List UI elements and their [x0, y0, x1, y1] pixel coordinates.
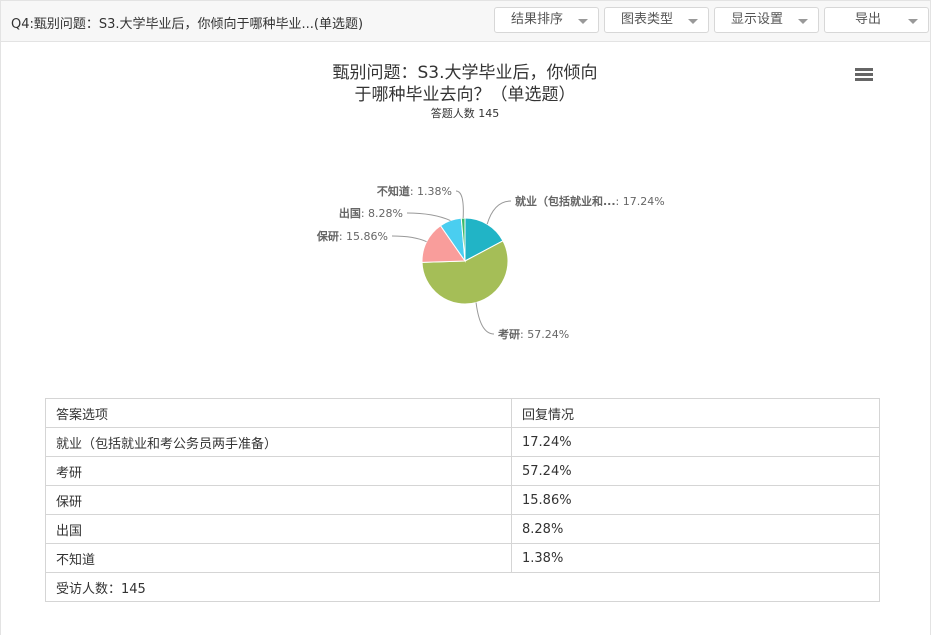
table-row: 就业（包括就业和考公务员两手准备） 17.24%: [45, 427, 880, 457]
results-table: 答案选项 回复情况 就业（包括就业和考公务员两手准备） 17.24% 考研 57.24…: [45, 398, 880, 602]
header-cell: 回复情况: [511, 398, 880, 428]
slice-label: 不知道: 1.38%: [377, 184, 452, 198]
label-connector: [475, 302, 495, 335]
table-row: 出国 8.28%: [45, 514, 880, 544]
chart-type-button[interactable]: 图表类型: [604, 7, 709, 33]
chevron-down-icon: [688, 19, 698, 24]
label: 显示设置: [731, 12, 784, 27]
chevron-down-icon: [908, 19, 918, 24]
slice-label: 就业（包括就业和...: 17.24%: [515, 194, 665, 208]
hamburger-menu-icon[interactable]: [855, 68, 873, 83]
option-cell: 出国: [45, 514, 512, 544]
label-connector: [486, 200, 512, 225]
label: 图表类型: [621, 12, 674, 27]
pie-chart: 就业（包括就业和...: 17.24% 考研: 57.24% 保研: 15.86% 出…: [316, 184, 665, 341]
chevron-down-icon: [578, 19, 588, 24]
slice-label: 考研: 57.24%: [498, 327, 569, 341]
option-cell: 不知道: [45, 543, 512, 573]
table-row: 保研 15.86%: [45, 485, 880, 515]
label-connector: [391, 235, 427, 243]
export-button[interactable]: 导出: [824, 7, 929, 33]
value-cell: 1.38%: [511, 543, 880, 573]
value-cell: 8.28%: [511, 514, 880, 544]
label: 结果排序: [511, 12, 564, 27]
header-cell: 答案选项: [45, 398, 512, 428]
value-cell: 57.24%: [511, 456, 880, 486]
slice-label: 保研: 15.86%: [316, 229, 388, 243]
option-cell: 保研: [45, 485, 512, 515]
pie-slice[interactable]: [460, 217, 466, 262]
table-footer-row: 受访人数：145: [45, 572, 880, 602]
value-cell: 15.86%: [511, 485, 880, 515]
pie-slice[interactable]: [464, 217, 504, 262]
option-cell: 考研: [45, 456, 512, 486]
chart-title: 甄别问题：S3.大学毕业后，你倾向 于哪种毕业去向？（单选题）: [315, 62, 615, 106]
option-cell: 就业（包括就业和考公务员两手准备）: [45, 427, 512, 457]
chart-title-line2: 于哪种毕业去向？（单选题）: [354, 85, 576, 105]
chevron-down-icon: [798, 19, 808, 24]
respondent-count: 受访人数：145: [45, 572, 880, 602]
pie-slice[interactable]: [421, 240, 509, 305]
table-row: 不知道 1.38%: [45, 543, 880, 573]
table-header-row: 答案选项 回复情况: [45, 398, 880, 428]
label-connector: [455, 190, 464, 219]
chart-subtitle: 答题人数 145: [430, 107, 500, 120]
table-row: 考研 57.24%: [45, 456, 880, 486]
sort-results-button[interactable]: 结果排序: [494, 7, 599, 33]
question-title: Q4:甄别问题：S3.大学毕业后，你倾向于哪种毕业...(单选题): [11, 17, 364, 32]
chart-title-line1: 甄别问题：S3.大学毕业后，你倾向: [332, 63, 598, 83]
slice-label: 出国: 8.28%: [339, 206, 403, 220]
display-settings-button[interactable]: 显示设置: [714, 7, 819, 33]
label: 导出: [855, 12, 882, 27]
label-connector: [406, 212, 451, 222]
value-cell: 17.24%: [511, 427, 880, 457]
